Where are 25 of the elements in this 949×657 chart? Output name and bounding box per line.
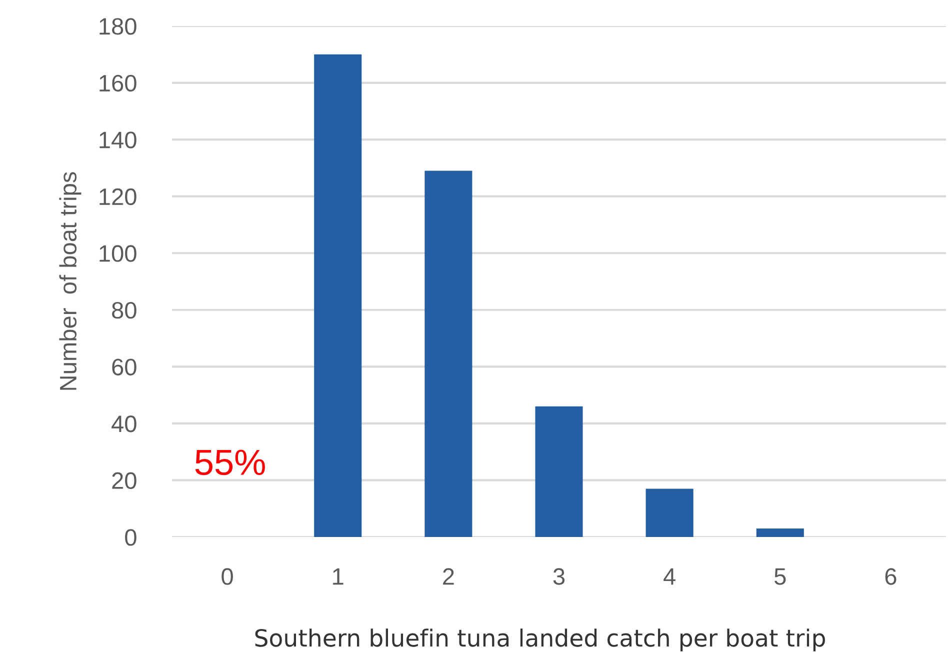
x-tick-label: 0 <box>222 568 233 585</box>
y-tick-label: 180 <box>100 18 136 35</box>
y-tick-label: 40 <box>112 416 136 432</box>
y-tick-label: 160 <box>100 74 136 92</box>
bar <box>314 54 362 537</box>
y-tick-label: 60 <box>112 358 136 376</box>
x-tick-label: 2 <box>443 568 454 585</box>
y-tick-label: 140 <box>100 132 136 148</box>
bar <box>756 528 804 537</box>
x-tick-label: 3 <box>553 568 565 585</box>
y-tick-label: 20 <box>112 472 136 490</box>
x-tick-label: 6 <box>885 568 896 585</box>
x-tick-label: 5 <box>774 568 786 585</box>
y-axis-title: Number of boat trips <box>59 172 82 390</box>
annotation: 55% <box>195 450 265 476</box>
bar <box>646 488 694 537</box>
y-tick-label: 100 <box>100 245 136 262</box>
bar <box>535 406 583 537</box>
bar <box>424 170 472 537</box>
x-tick-label: 4 <box>664 568 676 585</box>
y-tick-label: 0 <box>125 529 136 546</box>
x-axis-title: Southern bluefin tuna landed catch per boat trip <box>255 628 825 652</box>
y-tick-label: 80 <box>112 302 136 319</box>
y-tick-label: 120 <box>100 188 136 206</box>
x-tick-label: 1 <box>333 568 344 585</box>
